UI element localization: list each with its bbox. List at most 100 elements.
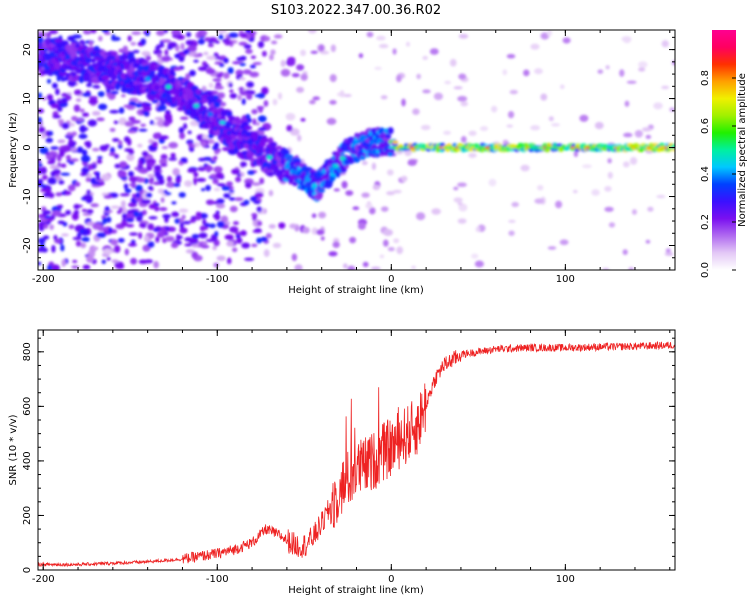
spectrogram-cell: [41, 174, 48, 181]
spectrogram-cell: [244, 257, 254, 261]
spectrogram-cell: [85, 57, 92, 64]
spectrogram-cell: [108, 152, 117, 157]
spectrogram-cell: [232, 61, 241, 65]
spectrogram-cell: [358, 53, 364, 59]
spectrogram-cell: [245, 48, 253, 54]
spectrogram-cell: [128, 116, 136, 122]
spectrogram-cell: [38, 92, 43, 99]
spectrogram-cell: [265, 233, 272, 239]
spectrogram-cell: [50, 103, 61, 109]
spectrogram-cell: [286, 124, 293, 132]
spectrogram-cell: [148, 216, 158, 220]
spectrogram-cell: [178, 208, 189, 213]
spectrogram-cell: [304, 177, 311, 182]
spectrogram-cell: [245, 30, 252, 34]
spectrogram-cell: [366, 31, 374, 38]
spectrogram-cell: [579, 114, 589, 122]
spectrogram-cell: [76, 146, 84, 154]
spectrogram-cell: [164, 49, 169, 56]
spectrogram-cell: [71, 115, 78, 122]
spectrogram-cell: [84, 141, 89, 147]
spectrogram-cell: [253, 200, 261, 205]
spectrogram-cell: [38, 163, 43, 167]
spectrogram-cell: [154, 84, 160, 90]
spectrogram-cell: [458, 33, 469, 39]
spectrogram-cell: [621, 36, 632, 42]
spectrogram-cell: [240, 92, 248, 96]
spectrogram-cell: [185, 39, 194, 46]
spectrogram-cell: [607, 158, 612, 164]
spectrogram-cell: [198, 157, 206, 162]
spectrogram-cell: [160, 163, 168, 167]
y-tick-label: -20: [22, 237, 33, 253]
spectrogram-cell: [69, 158, 79, 162]
spectrogram-cell: [280, 68, 291, 77]
spectrogram-cell: [250, 55, 257, 60]
spectrogram-cell: [72, 236, 82, 241]
spectrogram-cell: [141, 151, 149, 157]
spectrogram-cell: [80, 172, 88, 177]
spectrogram-cell: [204, 37, 212, 42]
spectrogram-cell: [153, 164, 162, 172]
spectrogram-cell: [422, 55, 428, 60]
spectrogram-cell: [82, 112, 90, 117]
spectrogram-cell: [135, 192, 140, 199]
spectrogram-cell: [166, 181, 176, 188]
spectrogram-cell: [168, 157, 178, 161]
spectrogram-cell: [156, 53, 162, 59]
spectrogram-cell: [292, 181, 298, 187]
spectrogram-cell: [53, 234, 58, 241]
spectrogram-cell: [101, 30, 110, 33]
spectrogram-cell: [181, 214, 186, 220]
spectrogram-frame: [37, 29, 676, 271]
spectrogram-cell: [207, 133, 214, 139]
spectrogram-cell: [591, 189, 600, 196]
spectrogram-cell: [162, 121, 170, 127]
spectrogram-cell: [158, 178, 165, 185]
spectrogram-cell: [87, 119, 97, 127]
spectrogram-cell: [234, 197, 244, 202]
spectrogram-cell: [80, 154, 91, 163]
spectrogram-cell: [118, 140, 123, 146]
spectrogram-cell: [51, 244, 56, 253]
spectrogram-cell: [60, 78, 66, 82]
spectrogram-cell: [656, 194, 666, 199]
spectrogram-cell: [256, 206, 263, 213]
spectrogram-cell: [91, 246, 99, 251]
spectrogram-cell: [92, 223, 103, 230]
spectrogram-cell: [234, 231, 242, 236]
spectrogram-cell: [255, 122, 260, 126]
spectrogram-cell: [205, 199, 215, 206]
spectrogram-cell: [38, 221, 46, 229]
spectrogram-cell: [213, 262, 219, 268]
spectrogram-cell: [257, 92, 266, 99]
spectrogram-cell: [401, 98, 406, 107]
spectrogram-cell: [214, 85, 224, 90]
spectrogram-cell: [152, 132, 161, 140]
spectrogram-cell: [103, 195, 113, 199]
spectrogram-cell: [208, 167, 213, 171]
spectrogram-cell: [602, 267, 610, 270]
spectrogram-cell: [166, 175, 173, 183]
colorbar-label: Normalized spectral amplitude: [737, 73, 748, 227]
spectrogram-cell: [219, 120, 226, 125]
spectrogram-cell: [223, 192, 231, 199]
spectrogram-cell: [68, 224, 75, 230]
snr-frame: [37, 329, 676, 571]
spectrogram-ylabel: Frequency (Hz): [8, 112, 19, 188]
spectrogram-cell: [187, 142, 193, 148]
spectrogram-cell: [118, 206, 123, 213]
spectrogram-cell: [376, 35, 386, 41]
spectrogram-cell: [178, 192, 186, 198]
spectrogram-cell: [183, 123, 188, 130]
spectrogram-cell: [422, 89, 431, 94]
spectrogram-cell: [101, 173, 111, 182]
spectrogram-cell: [507, 110, 515, 119]
spectrogram-cell: [407, 159, 417, 166]
spectrogram-cell: [235, 234, 241, 239]
spectrogram-cell: [159, 77, 165, 85]
spectrogram-cell: [300, 49, 307, 57]
spectrogram-cell: [171, 30, 182, 36]
spectrogram-cell: [205, 184, 211, 192]
